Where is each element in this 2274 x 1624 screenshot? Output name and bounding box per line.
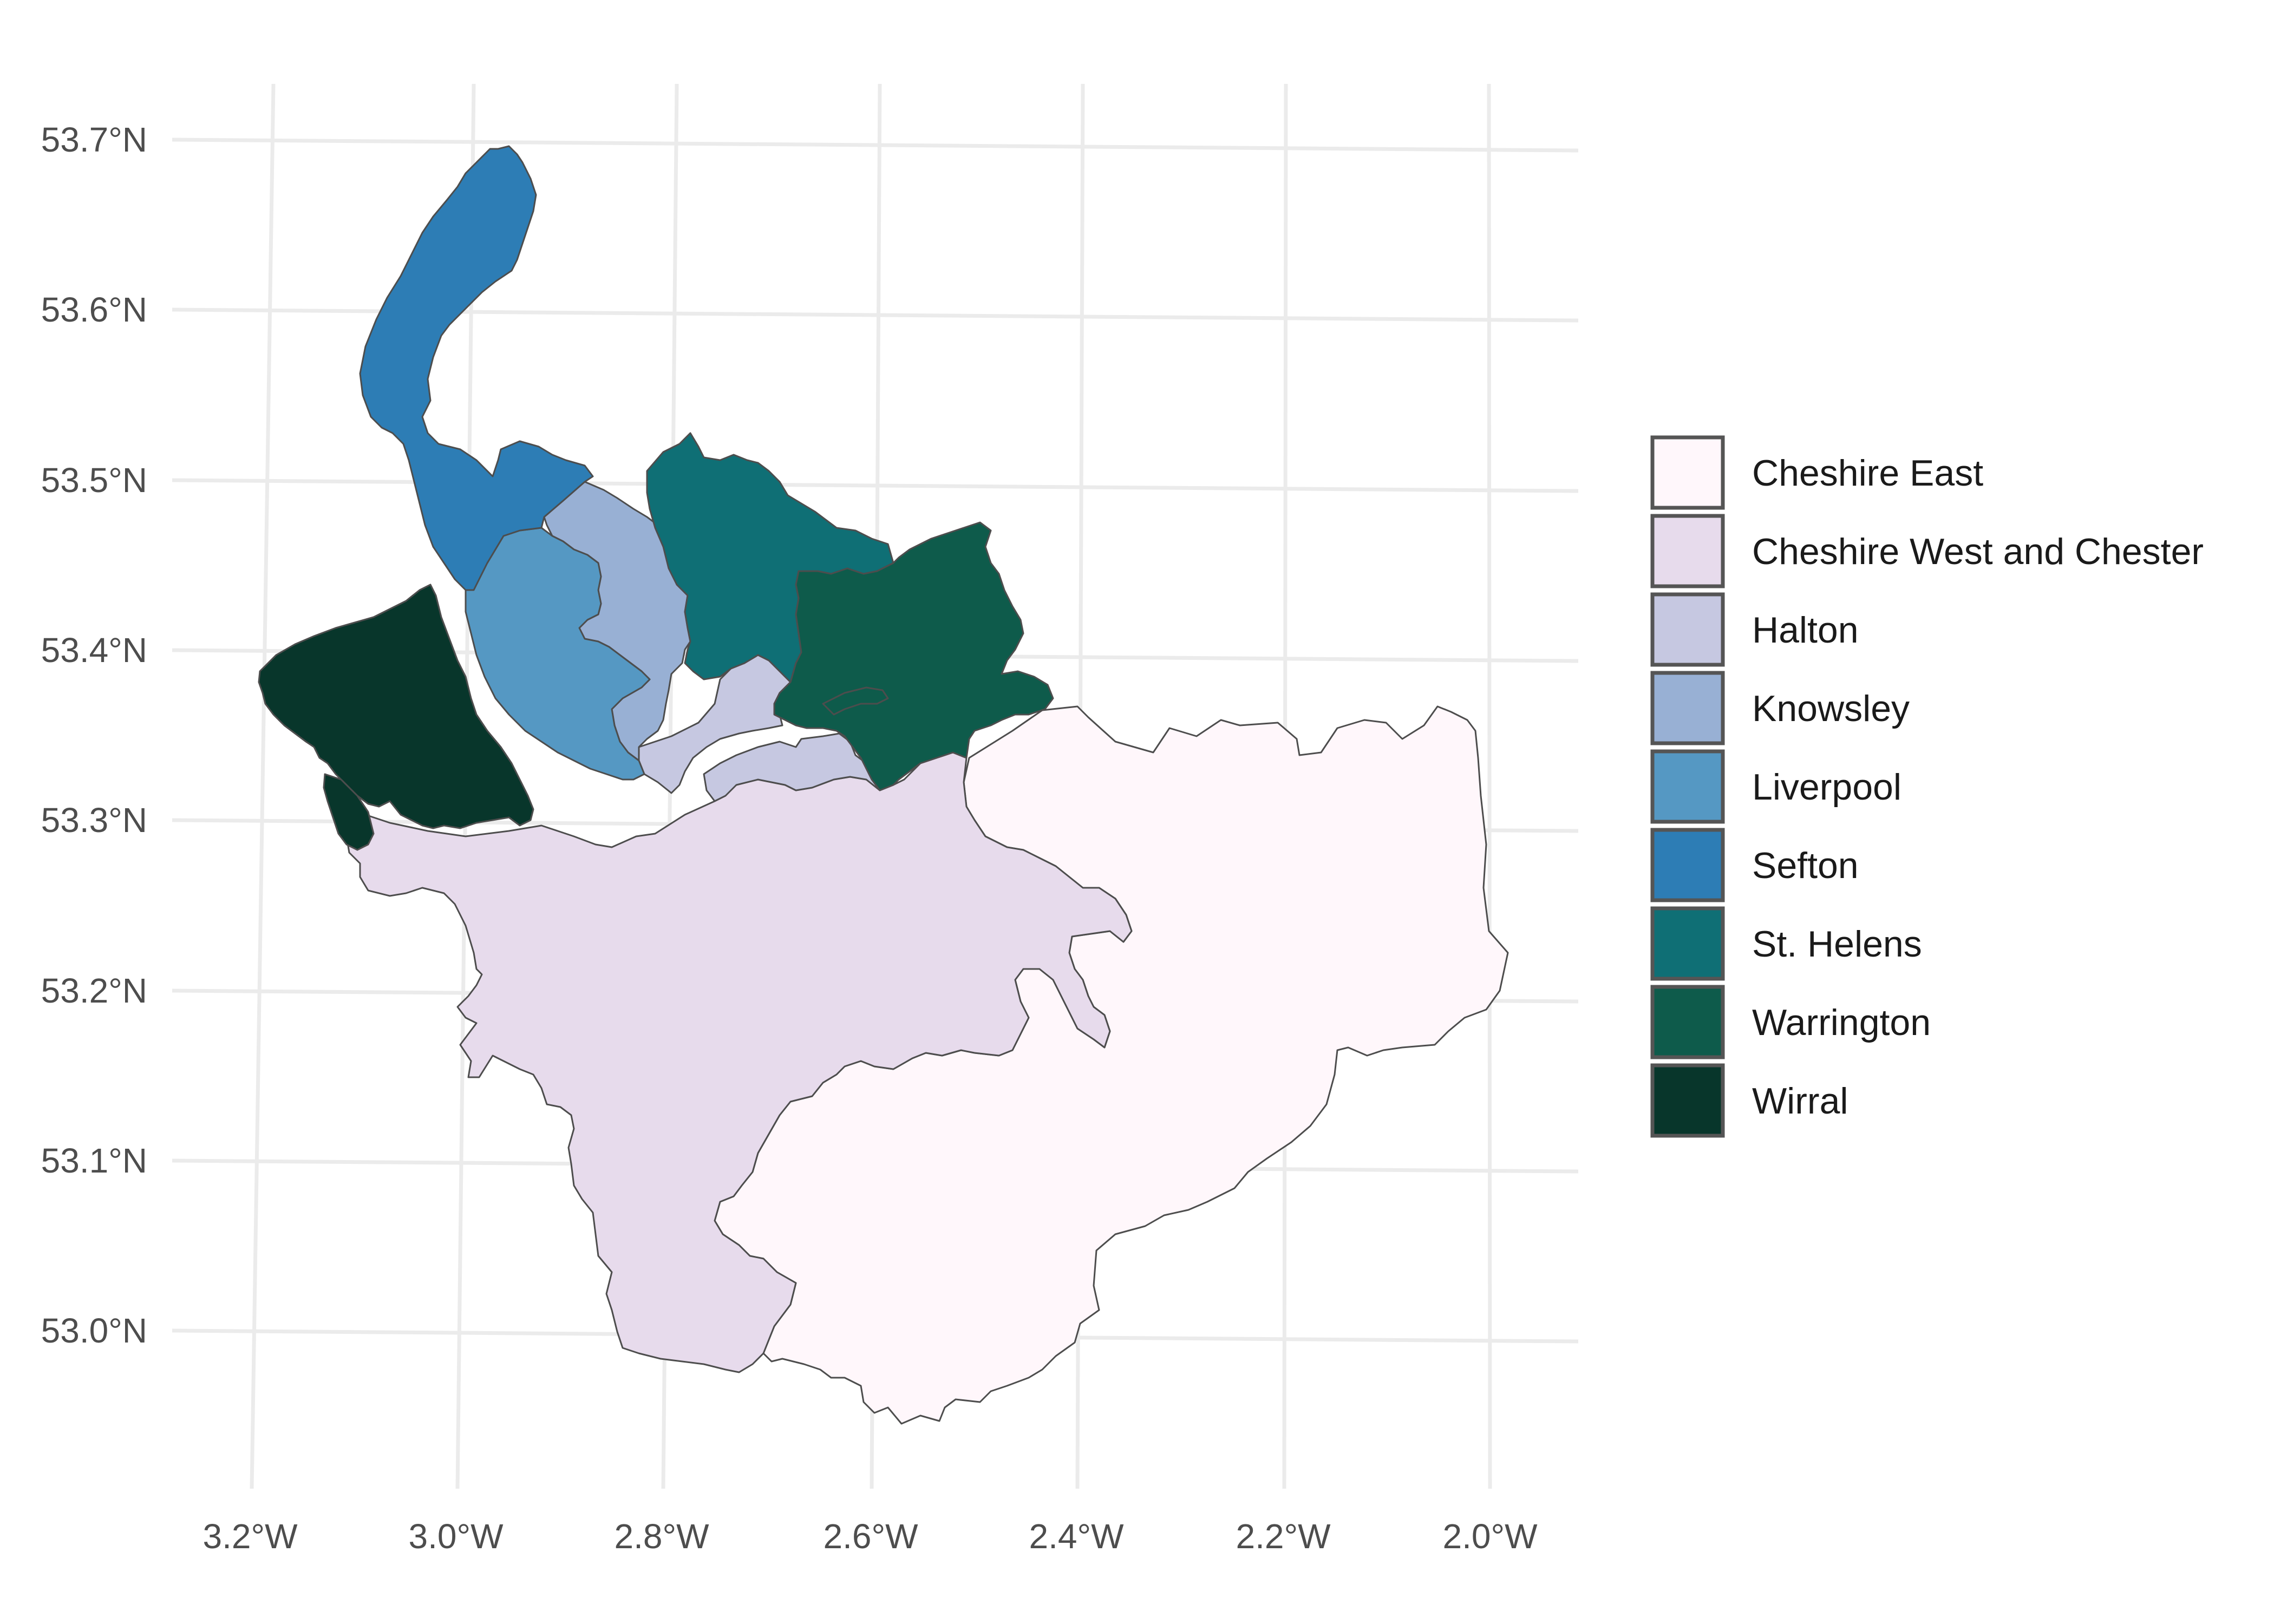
x-tick-label: 3.2°W bbox=[203, 1517, 298, 1556]
legend-key-swatch bbox=[1650, 749, 1725, 824]
parallel-53-7n bbox=[172, 137, 1579, 153]
legend-label: Sefton bbox=[1752, 845, 1859, 886]
legend-item[interactable]: Wirral bbox=[1650, 1063, 1848, 1138]
x-tick-label: 2.4°W bbox=[1029, 1517, 1125, 1556]
legend-item[interactable]: St. Helens bbox=[1650, 906, 1922, 981]
y-tick-label: 53.0°N bbox=[41, 1311, 147, 1350]
y-tick-label: 53.5°N bbox=[41, 461, 147, 500]
meridian-2-0w bbox=[1487, 83, 1492, 1489]
legend: Cheshire East Cheshire West and Chester … bbox=[1650, 435, 2204, 1138]
x-axis-labels: 3.2°W 3.0°W 2.8°W 2.6°W 2.4°W 2.2°W 2.0°… bbox=[203, 1517, 1538, 1556]
parallel-53-5n bbox=[172, 478, 1579, 493]
legend-label: Wirral bbox=[1752, 1081, 1848, 1122]
legend-label: Liverpool bbox=[1752, 767, 1901, 808]
meridian-3-2w bbox=[250, 83, 276, 1489]
legend-label: St. Helens bbox=[1752, 924, 1922, 965]
legend-item[interactable]: Warrington bbox=[1650, 985, 1931, 1059]
y-tick-label: 53.4°N bbox=[41, 631, 147, 670]
legend-item[interactable]: Knowsley bbox=[1650, 671, 1910, 745]
region-wirral[interactable] bbox=[258, 584, 534, 829]
regions bbox=[258, 145, 1509, 1425]
region-warrington[interactable] bbox=[773, 521, 1054, 791]
legend-key-swatch bbox=[1650, 906, 1725, 981]
legend-key-swatch bbox=[1650, 514, 1725, 588]
legend-label: Cheshire East bbox=[1752, 453, 1983, 494]
legend-label: Cheshire West and Chester bbox=[1752, 531, 2204, 572]
legend-label: Halton bbox=[1752, 610, 1859, 651]
legend-key-swatch bbox=[1650, 985, 1725, 1059]
region-wirral-coast bbox=[323, 773, 375, 851]
legend-key-swatch bbox=[1650, 592, 1725, 667]
legend-item[interactable]: Sefton bbox=[1650, 828, 1859, 902]
region-halton-north[interactable] bbox=[638, 654, 792, 794]
y-tick-label: 53.1°N bbox=[41, 1141, 147, 1180]
y-tick-label: 53.7°N bbox=[41, 120, 147, 159]
legend-key-swatch bbox=[1650, 828, 1725, 902]
region-liverpool[interactable] bbox=[465, 527, 651, 781]
y-tick-label: 53.6°N bbox=[41, 290, 147, 329]
legend-item[interactable]: Liverpool bbox=[1650, 749, 1901, 824]
legend-label: Warrington bbox=[1752, 1002, 1931, 1043]
y-tick-label: 53.2°N bbox=[41, 971, 147, 1010]
region-mersey-river bbox=[822, 686, 889, 716]
legend-key-swatch bbox=[1650, 1063, 1725, 1138]
x-tick-label: 3.0°W bbox=[409, 1517, 504, 1556]
legend-label: Knowsley bbox=[1752, 688, 1910, 729]
x-tick-label: 2.8°W bbox=[615, 1517, 710, 1556]
x-tick-label: 2.6°W bbox=[824, 1517, 919, 1556]
legend-item[interactable]: Cheshire East bbox=[1650, 435, 1983, 510]
y-axis-labels: 53.0°N 53.1°N 53.2°N 53.3°N 53.4°N 53.5°… bbox=[41, 120, 147, 1350]
x-tick-label: 2.2°W bbox=[1236, 1517, 1331, 1556]
region-sefton[interactable] bbox=[359, 145, 594, 591]
x-tick-label: 2.0°W bbox=[1443, 1517, 1538, 1556]
legend-key-swatch bbox=[1650, 671, 1725, 745]
legend-item[interactable]: Cheshire West and Chester bbox=[1650, 514, 2204, 588]
legend-item[interactable]: Halton bbox=[1650, 592, 1859, 667]
legend-key-swatch bbox=[1650, 435, 1725, 510]
y-tick-label: 53.3°N bbox=[41, 801, 147, 840]
